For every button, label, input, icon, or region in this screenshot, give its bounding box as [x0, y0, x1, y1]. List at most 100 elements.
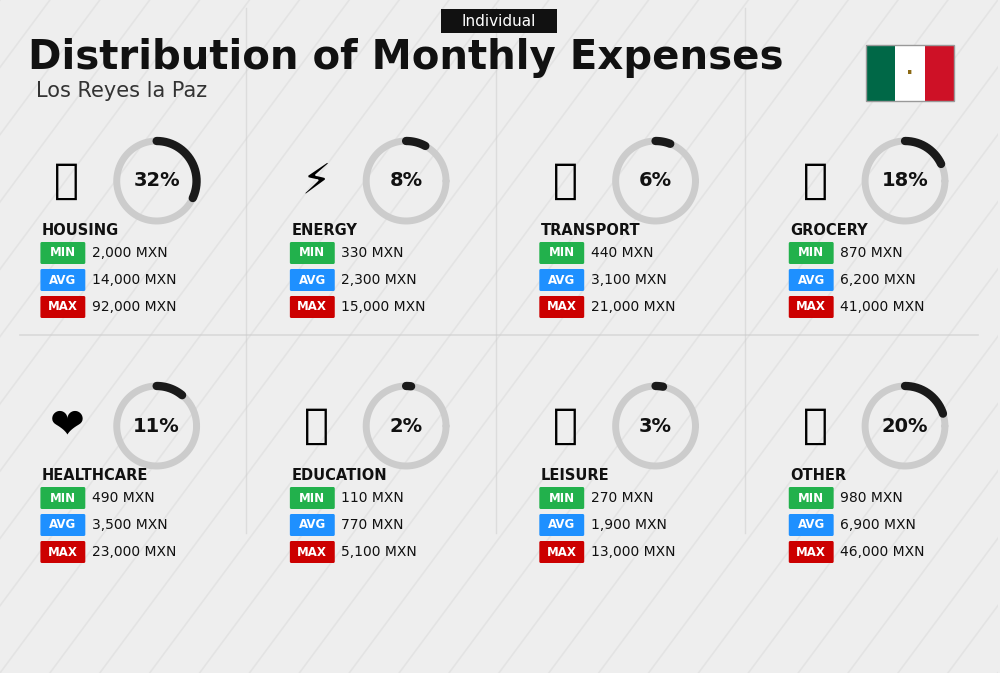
Text: 1,900 MXN: 1,900 MXN: [591, 518, 667, 532]
Text: MAX: MAX: [297, 546, 327, 559]
FancyBboxPatch shape: [539, 487, 584, 509]
Text: ❤: ❤: [49, 405, 84, 447]
Text: 14,000 MXN: 14,000 MXN: [92, 273, 176, 287]
Text: 3%: 3%: [639, 417, 672, 435]
Text: ·: ·: [906, 63, 914, 83]
Text: MIN: MIN: [299, 491, 325, 505]
Text: HOUSING: HOUSING: [42, 223, 119, 238]
Text: AVG: AVG: [49, 273, 76, 287]
Text: 💰: 💰: [803, 405, 828, 447]
Text: ENERGY: ENERGY: [291, 223, 357, 238]
Text: 23,000 MXN: 23,000 MXN: [92, 545, 176, 559]
Text: 6,200 MXN: 6,200 MXN: [840, 273, 916, 287]
FancyBboxPatch shape: [290, 487, 335, 509]
FancyBboxPatch shape: [290, 514, 335, 536]
FancyBboxPatch shape: [40, 269, 85, 291]
Text: 🎓: 🎓: [304, 405, 329, 447]
Text: ⚡: ⚡: [302, 160, 331, 202]
Text: AVG: AVG: [548, 518, 575, 532]
FancyBboxPatch shape: [290, 541, 335, 563]
Text: 21,000 MXN: 21,000 MXN: [591, 300, 675, 314]
Text: AVG: AVG: [299, 273, 326, 287]
Text: MIN: MIN: [50, 491, 76, 505]
Bar: [866, 45, 895, 101]
Bar: [895, 45, 925, 101]
FancyBboxPatch shape: [40, 487, 85, 509]
FancyBboxPatch shape: [539, 541, 584, 563]
Text: 5,100 MXN: 5,100 MXN: [341, 545, 417, 559]
Text: 46,000 MXN: 46,000 MXN: [840, 545, 925, 559]
Text: HEALTHCARE: HEALTHCARE: [42, 468, 148, 483]
Text: MIN: MIN: [549, 491, 575, 505]
Text: MIN: MIN: [50, 246, 76, 260]
Text: 🏢: 🏢: [54, 160, 79, 202]
Text: 270 MXN: 270 MXN: [591, 491, 653, 505]
Text: 92,000 MXN: 92,000 MXN: [92, 300, 176, 314]
FancyBboxPatch shape: [539, 242, 584, 264]
Text: 110 MXN: 110 MXN: [341, 491, 404, 505]
Text: AVG: AVG: [49, 518, 76, 532]
Text: 2,300 MXN: 2,300 MXN: [341, 273, 417, 287]
FancyBboxPatch shape: [40, 242, 85, 264]
Text: MAX: MAX: [796, 546, 826, 559]
Text: 13,000 MXN: 13,000 MXN: [591, 545, 675, 559]
Text: MAX: MAX: [297, 301, 327, 314]
Text: MIN: MIN: [798, 491, 824, 505]
Text: 3,500 MXN: 3,500 MXN: [92, 518, 167, 532]
Text: 🛒: 🛒: [803, 160, 828, 202]
Text: 870 MXN: 870 MXN: [840, 246, 903, 260]
Text: MAX: MAX: [48, 301, 78, 314]
Text: 490 MXN: 490 MXN: [92, 491, 154, 505]
Text: MAX: MAX: [796, 301, 826, 314]
Text: EDUCATION: EDUCATION: [291, 468, 387, 483]
Text: OTHER: OTHER: [790, 468, 846, 483]
Text: Los Reyes la Paz: Los Reyes la Paz: [36, 81, 207, 101]
Text: MAX: MAX: [547, 546, 577, 559]
Text: AVG: AVG: [798, 273, 825, 287]
Text: 980 MXN: 980 MXN: [840, 491, 903, 505]
FancyBboxPatch shape: [40, 296, 85, 318]
Text: LEISURE: LEISURE: [541, 468, 609, 483]
Text: MIN: MIN: [549, 246, 575, 260]
FancyBboxPatch shape: [290, 296, 335, 318]
Text: AVG: AVG: [548, 273, 575, 287]
Text: 6,900 MXN: 6,900 MXN: [840, 518, 916, 532]
Bar: [925, 45, 954, 101]
FancyBboxPatch shape: [290, 269, 335, 291]
Text: TRANSPORT: TRANSPORT: [541, 223, 640, 238]
FancyBboxPatch shape: [290, 242, 335, 264]
Text: 770 MXN: 770 MXN: [341, 518, 404, 532]
Bar: [866, 45, 954, 101]
Text: 2,000 MXN: 2,000 MXN: [92, 246, 167, 260]
Text: 🚌: 🚌: [553, 160, 578, 202]
FancyBboxPatch shape: [539, 514, 584, 536]
Text: AVG: AVG: [299, 518, 326, 532]
Text: MIN: MIN: [299, 246, 325, 260]
Text: 3,100 MXN: 3,100 MXN: [591, 273, 666, 287]
Text: Distribution of Monthly Expenses: Distribution of Monthly Expenses: [28, 38, 783, 78]
Text: 18%: 18%: [882, 172, 928, 190]
Text: 2%: 2%: [390, 417, 423, 435]
Text: GROCERY: GROCERY: [790, 223, 868, 238]
FancyBboxPatch shape: [441, 9, 557, 33]
Text: MIN: MIN: [798, 246, 824, 260]
FancyBboxPatch shape: [539, 296, 584, 318]
FancyBboxPatch shape: [789, 242, 834, 264]
Text: 330 MXN: 330 MXN: [341, 246, 404, 260]
Text: 11%: 11%: [133, 417, 180, 435]
FancyBboxPatch shape: [789, 541, 834, 563]
Text: 8%: 8%: [390, 172, 423, 190]
FancyBboxPatch shape: [789, 269, 834, 291]
Text: 🛍: 🛍: [553, 405, 578, 447]
Text: AVG: AVG: [798, 518, 825, 532]
Text: Individual: Individual: [462, 13, 536, 28]
Text: MAX: MAX: [547, 301, 577, 314]
FancyBboxPatch shape: [789, 296, 834, 318]
FancyBboxPatch shape: [539, 269, 584, 291]
FancyBboxPatch shape: [789, 514, 834, 536]
Text: 41,000 MXN: 41,000 MXN: [840, 300, 925, 314]
FancyBboxPatch shape: [40, 541, 85, 563]
Text: 15,000 MXN: 15,000 MXN: [341, 300, 426, 314]
Text: 20%: 20%: [882, 417, 928, 435]
Text: 6%: 6%: [639, 172, 672, 190]
